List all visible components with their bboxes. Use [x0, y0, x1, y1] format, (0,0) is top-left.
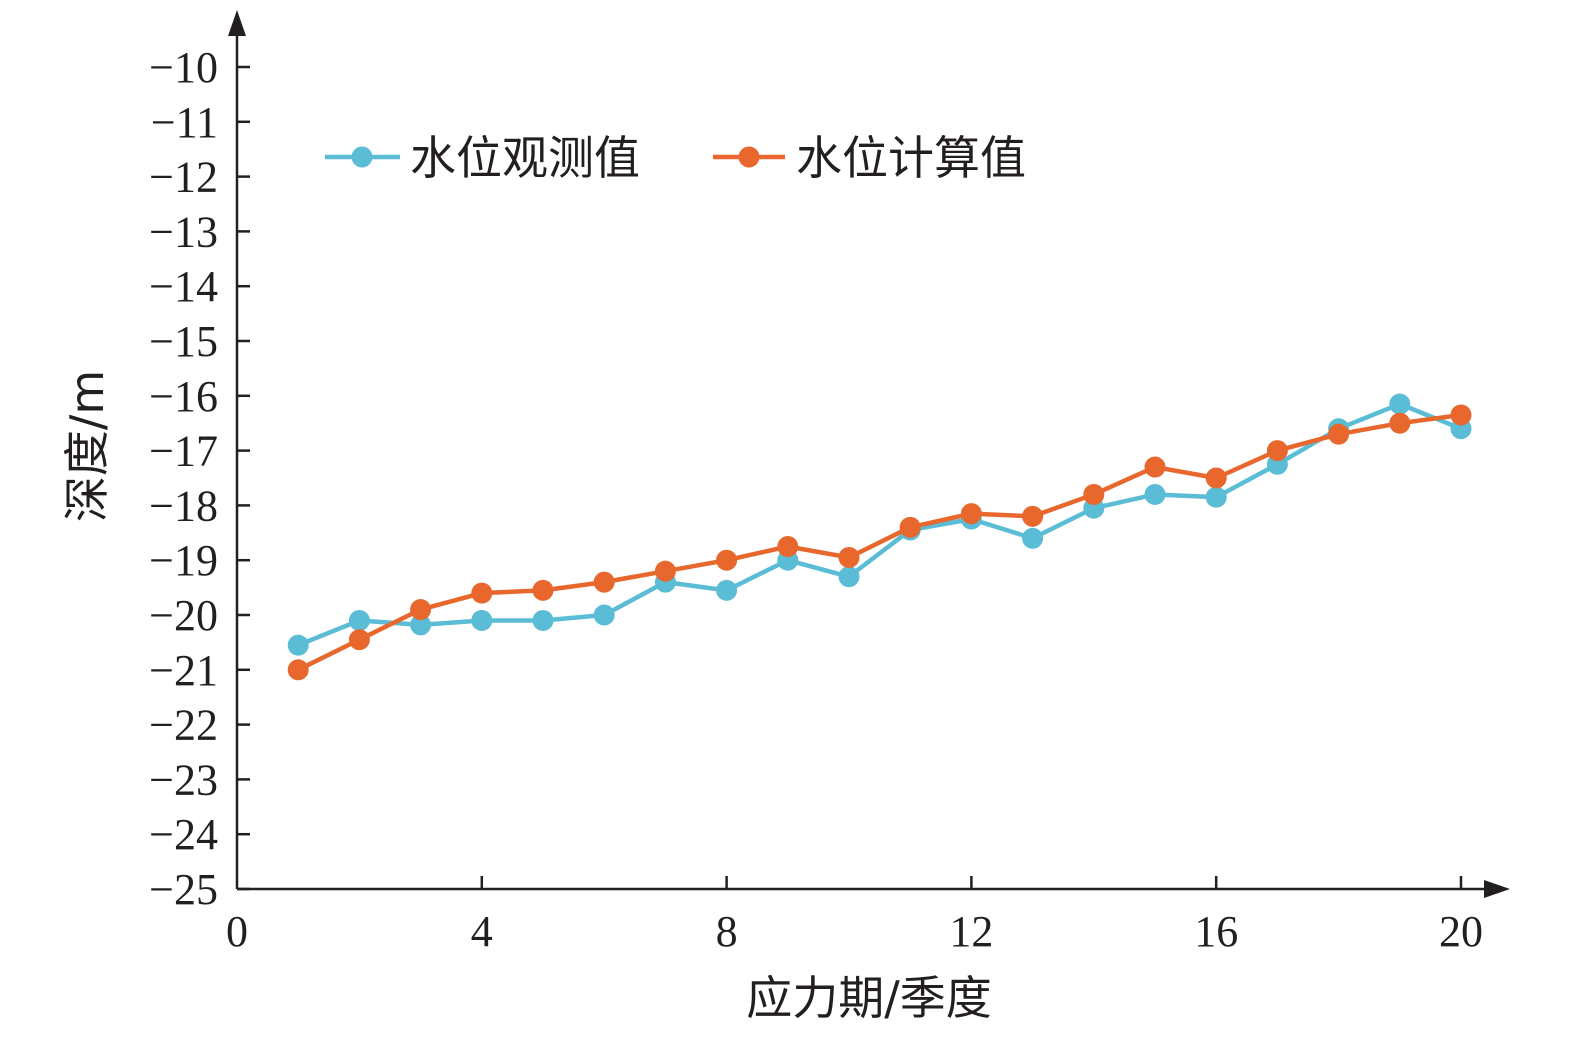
- legend-item-1: 水位观测值: [325, 131, 640, 185]
- data-point: [838, 566, 860, 588]
- y-tick-label: −13: [149, 207, 218, 256]
- data-point: [1083, 483, 1105, 505]
- series-1: [287, 393, 1472, 656]
- data-point: [1144, 456, 1166, 478]
- data-point: [287, 659, 309, 681]
- y-tick-label: −22: [149, 701, 218, 750]
- series-line: [297, 401, 1462, 648]
- y-tick-label: −21: [149, 646, 218, 695]
- data-point: [532, 579, 554, 601]
- data-point: [348, 609, 370, 631]
- data-point: [654, 560, 676, 582]
- y-tick-label: −17: [149, 427, 218, 476]
- y-axis-ticks: −25 −24 −23 −22 −21 −20 −19 −18 −17 −16 −15 −14 −13 −…: [149, 43, 250, 914]
- data-point: [1144, 483, 1166, 505]
- legend: 水位观测值 水位计算值: [325, 131, 1026, 185]
- data-point: [593, 571, 615, 593]
- data-point: [777, 536, 799, 557]
- data-point: [532, 609, 554, 631]
- x-tick-label: 0: [226, 907, 248, 956]
- legend-swatch-marker: [738, 146, 760, 168]
- data-point: [1328, 423, 1350, 445]
- series-layer: [287, 393, 1472, 681]
- data-point: [960, 503, 982, 525]
- y-axis-arrow: [228, 10, 246, 36]
- data-point: [471, 609, 493, 631]
- y-tick-label: −15: [149, 317, 218, 366]
- y-tick-label: −10: [149, 43, 218, 92]
- data-point: [716, 579, 738, 601]
- x-axis-ticks: 0 4 8 12 16 20: [226, 876, 1483, 956]
- data-point: [1205, 467, 1227, 489]
- data-point: [410, 599, 432, 621]
- y-axis-title: 深度/m: [60, 370, 114, 522]
- y-tick-label: −20: [149, 591, 218, 640]
- x-tick-label: 8: [716, 907, 738, 956]
- data-point: [899, 516, 921, 538]
- data-point: [471, 582, 493, 604]
- y-tick-label: −12: [149, 153, 218, 202]
- axes: [228, 10, 1510, 898]
- data-point: [838, 546, 860, 568]
- x-tick-label: 16: [1194, 907, 1238, 956]
- x-axis-arrow: [1484, 880, 1510, 898]
- data-point: [1450, 404, 1472, 426]
- data-point: [1389, 412, 1411, 434]
- x-axis-title: 应力期/季度: [746, 971, 992, 1025]
- data-point: [716, 549, 738, 571]
- y-tick-label: −14: [149, 262, 218, 311]
- series-2: [287, 404, 1472, 681]
- y-tick-label: −19: [149, 536, 218, 585]
- legend-item-2: 水位计算值: [713, 131, 1026, 185]
- legend-label: 水位观测值: [410, 131, 640, 185]
- x-tick-label: 12: [949, 907, 993, 956]
- data-point: [1022, 505, 1044, 527]
- y-tick-label: −24: [149, 810, 218, 859]
- data-point: [1205, 486, 1227, 508]
- x-tick-label: 20: [1439, 907, 1483, 956]
- y-tick-label: −25: [149, 865, 218, 914]
- x-tick-label: 4: [471, 907, 493, 956]
- data-point: [1266, 440, 1288, 462]
- legend-label: 水位计算值: [796, 131, 1026, 185]
- y-tick-label: −18: [149, 481, 218, 530]
- data-point: [348, 629, 370, 651]
- y-tick-label: −11: [151, 98, 218, 147]
- data-point: [410, 614, 432, 636]
- y-tick-label: −16: [149, 372, 218, 421]
- data-point: [593, 604, 615, 626]
- y-tick-label: −23: [149, 755, 218, 804]
- data-point: [287, 634, 309, 656]
- data-point: [1389, 393, 1411, 415]
- legend-swatch-marker: [351, 146, 373, 168]
- data-point: [1022, 527, 1044, 549]
